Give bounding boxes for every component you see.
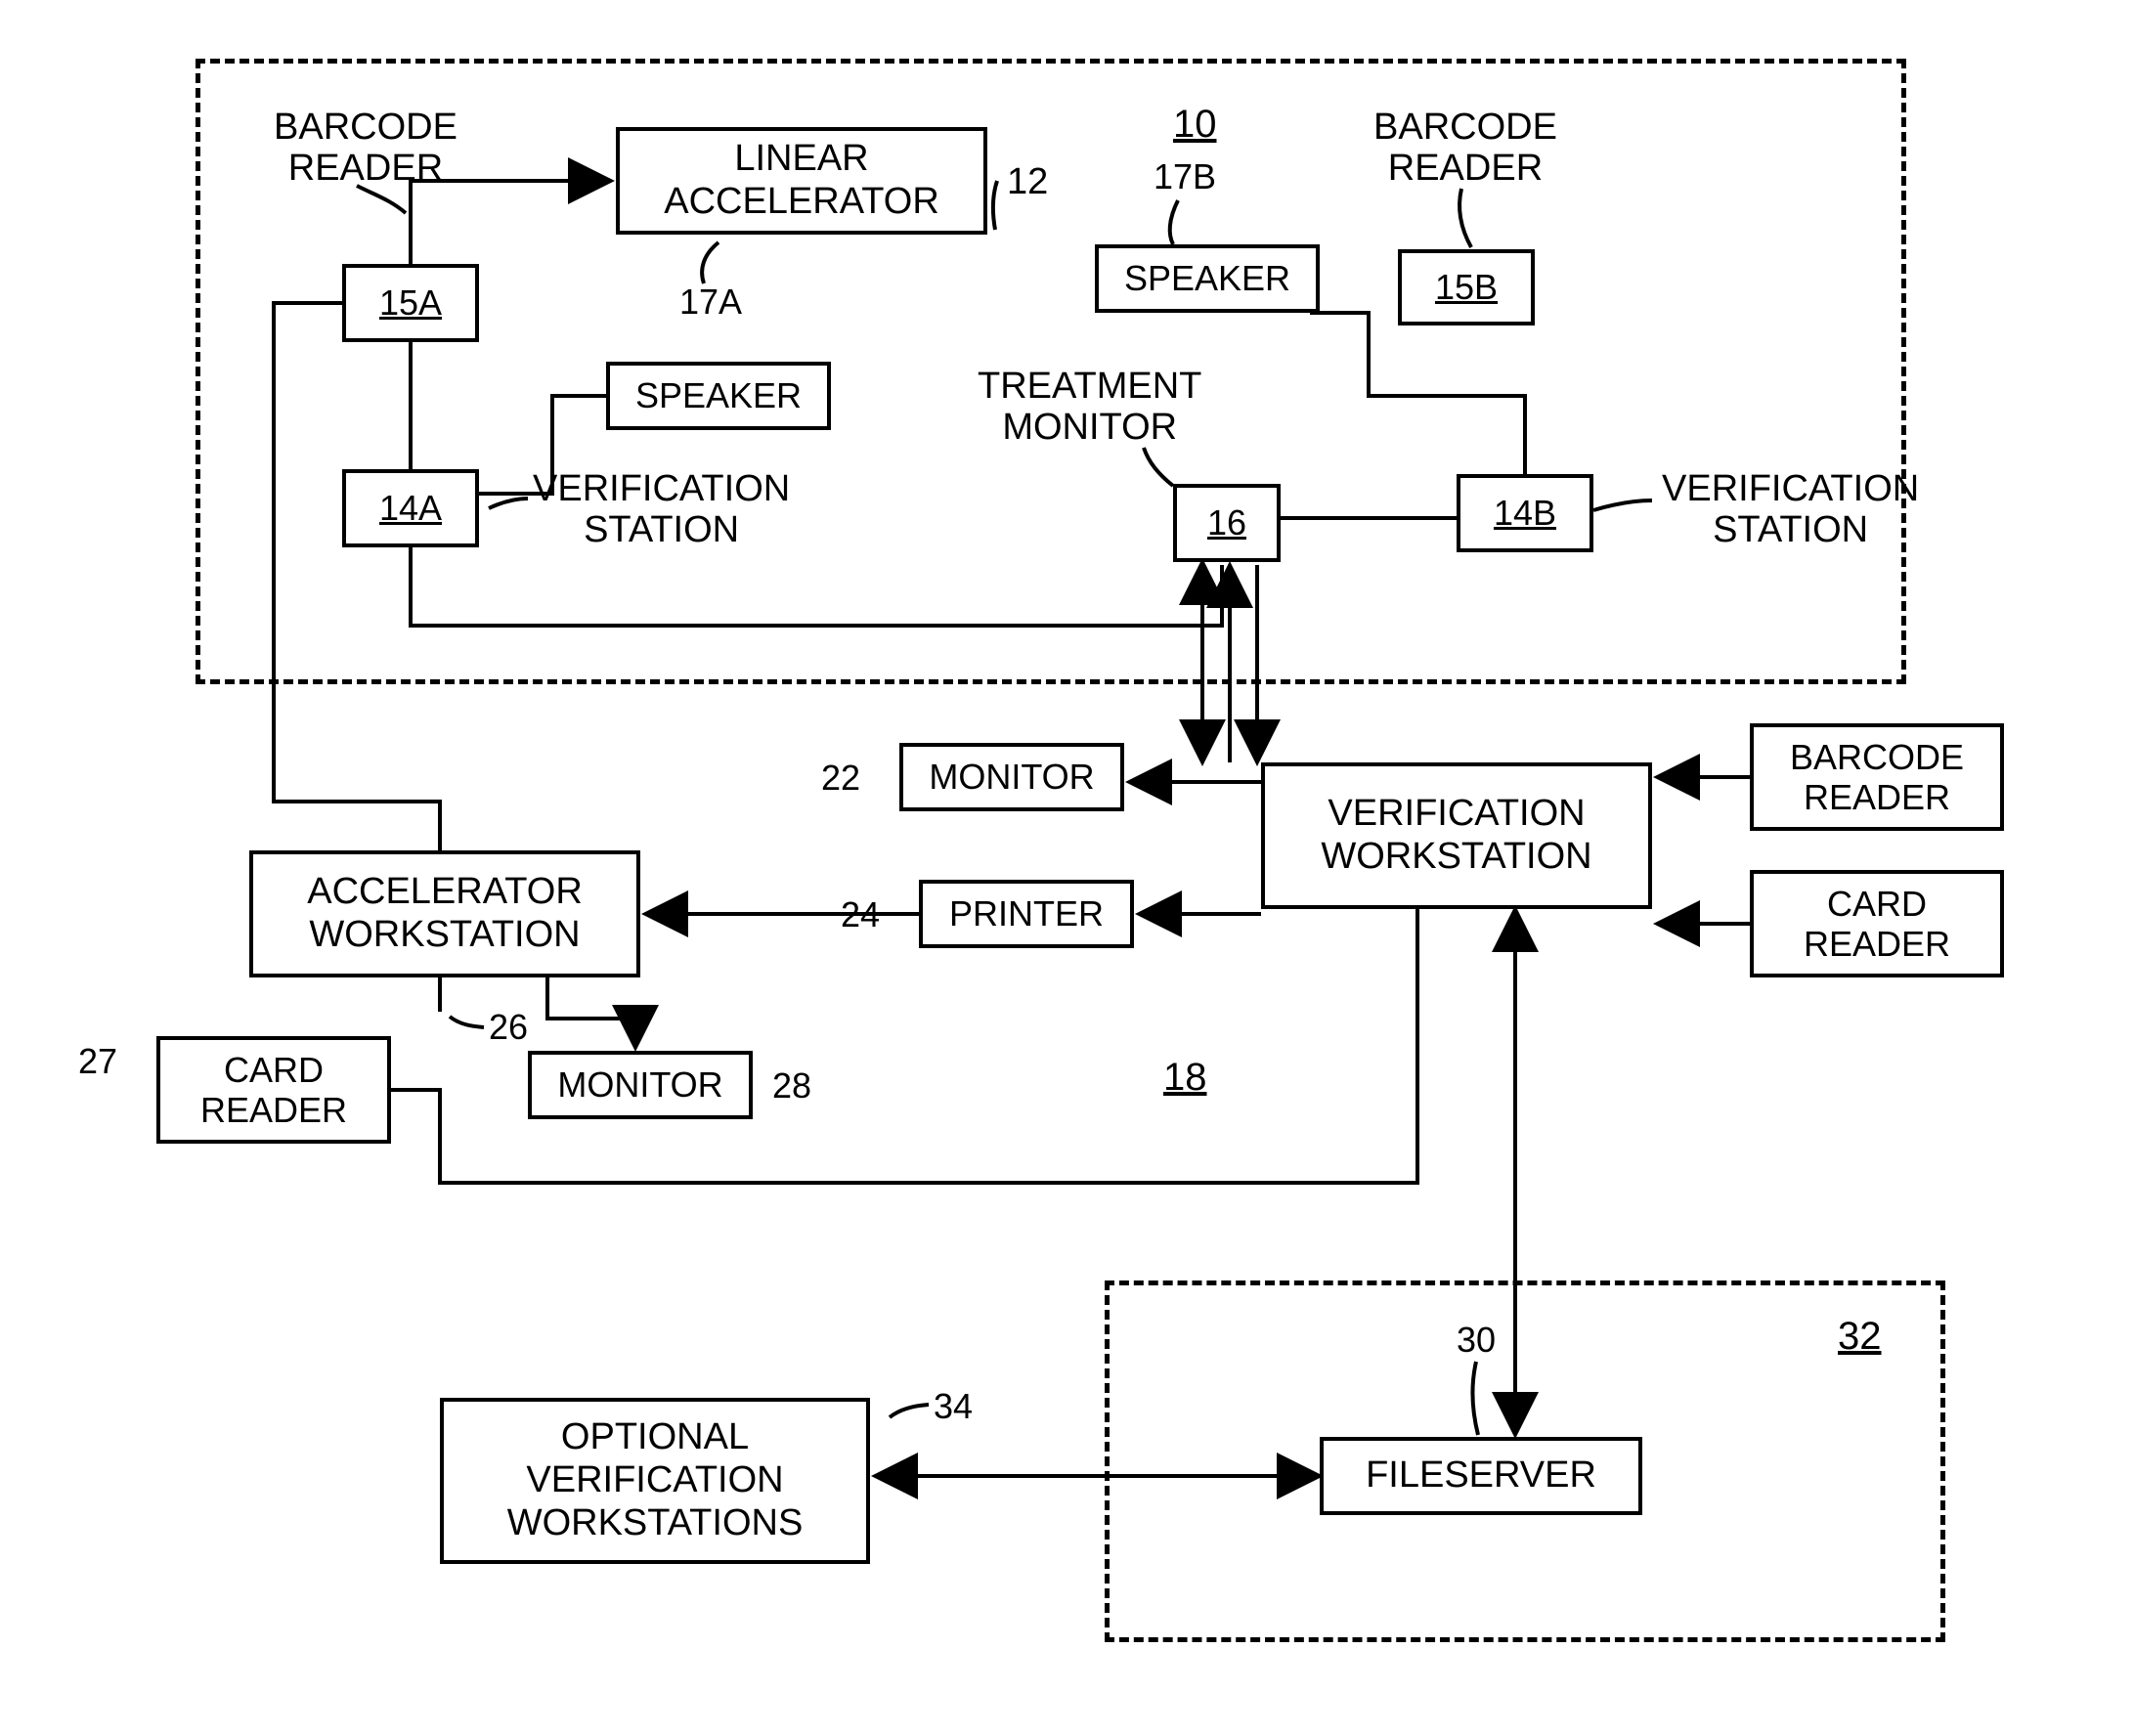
node-barcode-reader-right-label: BARCODEREADER bbox=[1790, 737, 1964, 818]
node-speaker-17b: SPEAKER bbox=[1095, 244, 1320, 313]
num-28: 28 bbox=[772, 1065, 811, 1107]
node-printer-24-label: PRINTER bbox=[949, 893, 1104, 933]
ref-15a: 15A bbox=[379, 282, 442, 323]
num-34: 34 bbox=[934, 1386, 973, 1427]
label-treatment-monitor: TREATMENTMONITOR bbox=[978, 367, 1201, 449]
num-17a: 17A bbox=[679, 282, 742, 323]
node-speaker-17b-label: SPEAKER bbox=[1124, 258, 1290, 298]
label-barcode-reader-15b: BARCODEREADER bbox=[1373, 108, 1557, 190]
num-27: 27 bbox=[78, 1041, 117, 1082]
node-barcode-reader-right: BARCODEREADER bbox=[1750, 723, 2004, 831]
node-accelerator-ws-label: ACCELERATORWORKSTATION bbox=[307, 871, 583, 956]
node-verification-ws: VERIFICATIONWORKSTATION bbox=[1261, 762, 1652, 909]
ref-15b: 15B bbox=[1435, 267, 1498, 307]
node-optional-ws-label: OPTIONALVERIFICATIONWORKSTATIONS bbox=[507, 1416, 804, 1544]
node-optional-ws: OPTIONALVERIFICATIONWORKSTATIONS bbox=[440, 1398, 870, 1564]
node-14b: 14B bbox=[1457, 474, 1593, 552]
label-verification-14b: VERIFICATIONSTATION bbox=[1662, 469, 1919, 551]
node-speaker-17a: SPEAKER bbox=[606, 362, 831, 430]
ref-16: 16 bbox=[1207, 502, 1246, 542]
node-card-reader-right-label: CARDREADER bbox=[1804, 884, 1950, 965]
ref-14b: 14B bbox=[1494, 493, 1556, 533]
node-linear-accelerator: LINEARACCELERATOR bbox=[616, 127, 987, 235]
node-monitor-28-label: MONITOR bbox=[557, 1064, 722, 1105]
node-monitor-22-label: MONITOR bbox=[929, 757, 1094, 797]
num-12: 12 bbox=[1007, 161, 1048, 203]
num-30: 30 bbox=[1457, 1320, 1496, 1361]
node-verification-ws-label: VERIFICATIONWORKSTATION bbox=[1321, 793, 1591, 878]
node-card-reader-right: CARDREADER bbox=[1750, 870, 2004, 977]
num-26: 26 bbox=[489, 1007, 528, 1048]
node-card-reader-27-label: CARDREADER bbox=[200, 1050, 347, 1131]
ref-14a: 14A bbox=[379, 488, 442, 528]
node-15a: 15A bbox=[342, 264, 479, 342]
num-22: 22 bbox=[821, 758, 860, 799]
ref-18: 18 bbox=[1163, 1056, 1207, 1100]
node-fileserver: FILESERVER bbox=[1320, 1437, 1642, 1515]
node-monitor-28: MONITOR bbox=[528, 1051, 753, 1119]
node-speaker-17a-label: SPEAKER bbox=[635, 375, 802, 415]
node-linear-accelerator-label: LINEARACCELERATOR bbox=[664, 138, 939, 223]
node-monitor-22: MONITOR bbox=[899, 743, 1124, 811]
node-15b: 15B bbox=[1398, 249, 1535, 326]
num-24: 24 bbox=[841, 894, 880, 935]
node-14a: 14A bbox=[342, 469, 479, 547]
node-fileserver-label: FILESERVER bbox=[1366, 1454, 1596, 1497]
label-verification-14a: VERIFICATIONSTATION bbox=[533, 469, 790, 551]
node-printer-24: PRINTER bbox=[919, 880, 1134, 948]
node-accelerator-ws: ACCELERATORWORKSTATION bbox=[249, 850, 640, 977]
label-barcode-reader-15a: BARCODEREADER bbox=[274, 108, 457, 190]
node-card-reader-27: CARDREADER bbox=[156, 1036, 391, 1144]
node-16: 16 bbox=[1173, 484, 1281, 562]
num-17b: 17B bbox=[1154, 156, 1216, 197]
diagram-canvas: 10 32 bbox=[0, 0, 2134, 1736]
